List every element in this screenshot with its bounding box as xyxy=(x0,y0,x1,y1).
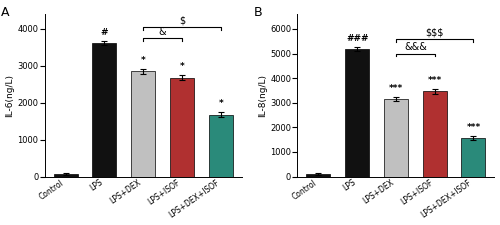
Text: &&&: &&& xyxy=(404,42,427,52)
Bar xyxy=(462,138,485,177)
Text: $$$: $$$ xyxy=(426,27,444,38)
Bar xyxy=(131,71,155,177)
Text: *: * xyxy=(218,99,223,108)
Text: ###: ### xyxy=(346,34,368,43)
Y-axis label: IL-6(ng/L): IL-6(ng/L) xyxy=(6,74,15,117)
Text: &: & xyxy=(159,27,166,37)
Bar xyxy=(170,78,194,177)
Text: ***: *** xyxy=(428,76,442,85)
Bar xyxy=(384,99,408,177)
Text: $: $ xyxy=(179,16,185,26)
Text: ***: *** xyxy=(466,123,480,132)
Bar xyxy=(54,174,78,177)
Bar xyxy=(422,91,446,177)
Bar xyxy=(208,115,233,177)
Text: ***: *** xyxy=(389,84,403,93)
Bar xyxy=(345,49,369,177)
Text: B: B xyxy=(254,6,263,19)
Y-axis label: IL-8(ng/L): IL-8(ng/L) xyxy=(258,74,268,117)
Text: #: # xyxy=(100,28,108,37)
Text: *: * xyxy=(180,62,184,71)
Bar xyxy=(92,43,116,177)
Text: *: * xyxy=(141,56,146,65)
Text: A: A xyxy=(2,6,10,19)
Bar xyxy=(306,174,330,177)
